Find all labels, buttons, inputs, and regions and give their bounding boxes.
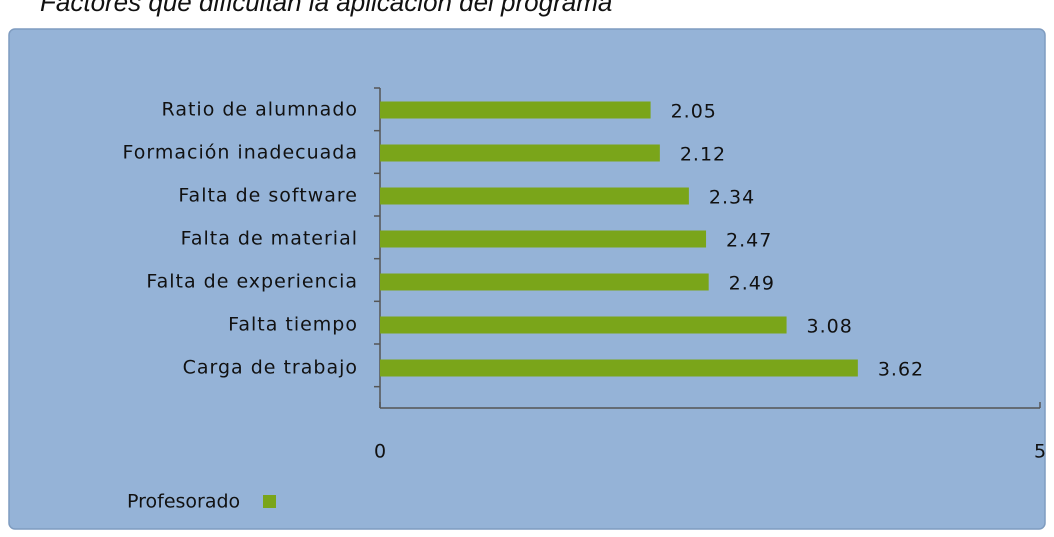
y-tick-label: Falta de software: [178, 185, 358, 207]
bar: [380, 359, 858, 377]
bar: [380, 316, 787, 334]
data-label: 2.34: [709, 187, 755, 209]
data-label: 2.49: [729, 273, 775, 295]
data-label: 2.12: [680, 144, 726, 166]
y-tick-label: Falta tiempo: [228, 314, 358, 336]
data-label: 2.47: [726, 230, 772, 252]
bar: [380, 144, 660, 162]
y-tick-label: Ratio de alumnado: [162, 99, 358, 121]
bar: [380, 101, 651, 119]
y-tick-label: Falta de experiencia: [146, 271, 358, 293]
bar: [380, 273, 709, 291]
legend-label: Profesorado: [127, 491, 240, 513]
bar: [380, 230, 707, 248]
y-tick-label: Carga de trabajo: [183, 357, 358, 379]
bar: [380, 187, 689, 205]
data-label: 3.62: [878, 359, 924, 381]
y-tick-label: Falta de material: [181, 228, 358, 250]
x-tick-label: 0: [374, 441, 386, 463]
legend-swatch: [263, 495, 276, 508]
y-tick-label: Formación inadecuada: [123, 142, 359, 164]
x-tick-label: 5: [1034, 441, 1046, 463]
chart-title: Factores que dificultan la aplicación de…: [40, 0, 612, 17]
data-label: 2.05: [671, 101, 717, 123]
data-label: 3.08: [807, 316, 853, 338]
